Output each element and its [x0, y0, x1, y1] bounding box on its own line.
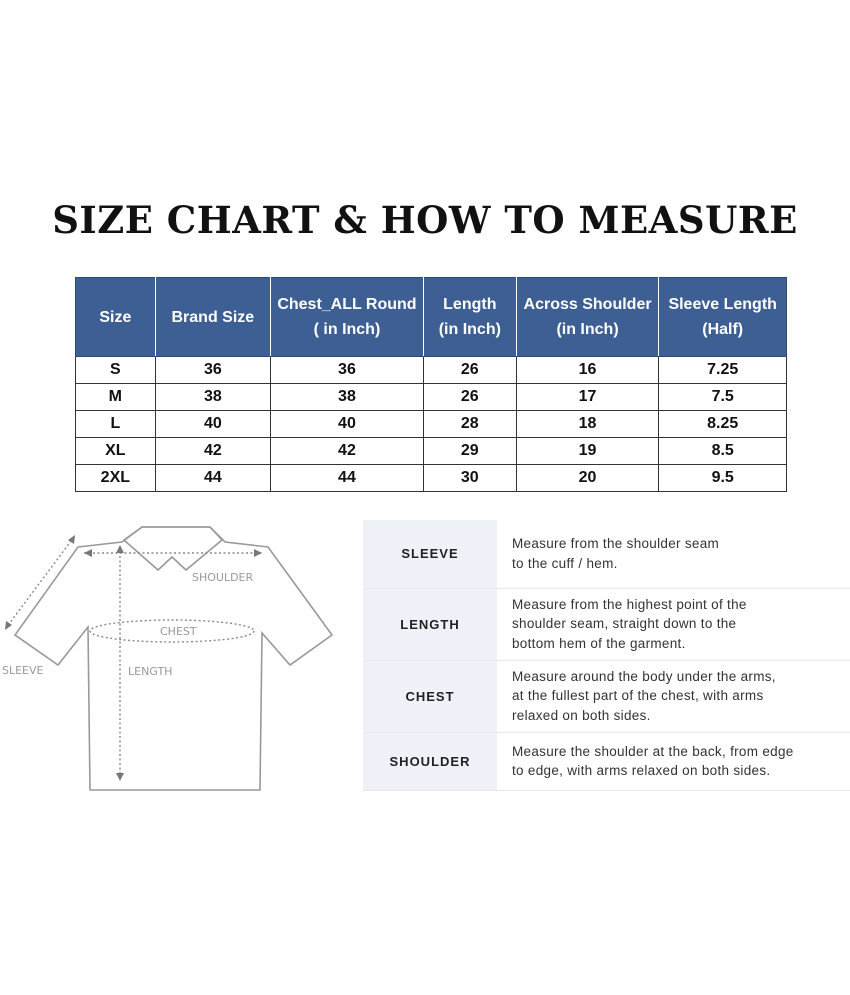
measure-description: Measure around the body under the arms, a… — [497, 660, 850, 733]
description-line: relaxed on both sides. — [512, 707, 651, 723]
table-cell: 44 — [270, 464, 424, 492]
column-header-text: (in Inch) — [438, 321, 501, 338]
table-cell: 8.25 — [658, 410, 787, 438]
description-line: to edge, with arms relaxed on both sides… — [512, 763, 771, 778]
table-cell: 16 — [515, 356, 660, 384]
column-header-text: Size — [99, 308, 132, 326]
column-header: Sleeve Length (Half) — [658, 277, 787, 357]
description-line: at the fullest part of the chest, with a… — [512, 688, 764, 704]
column-header-text: Length — [443, 296, 497, 313]
table-cell: 40 — [154, 410, 272, 438]
measure-label: LENGTH — [363, 588, 497, 661]
measure-description: Measure from the shoulder seam to the cuf… — [497, 520, 850, 589]
table-row: L 40 40 28 18 8.25 — [75, 410, 787, 438]
column-header-text: ( in Inch) — [313, 321, 381, 338]
table-cell: 9.5 — [658, 464, 787, 492]
length-label: LENGTH — [128, 665, 172, 678]
table-cell: 7.25 — [658, 356, 787, 384]
table-cell: 28 — [422, 410, 517, 438]
description-line: bottom hem of the garment. — [512, 635, 686, 651]
column-header-text: (Half) — [702, 321, 744, 338]
description-line: Measure the shoulder at the back, from e… — [512, 743, 794, 759]
chest-ellipse — [89, 619, 255, 643]
table-cell: 20 — [515, 464, 660, 492]
table-cell: 19 — [515, 437, 660, 465]
table-cell: 30 — [422, 464, 517, 492]
table-cell: 44 — [154, 464, 272, 492]
sleeve-arrow — [5, 536, 75, 629]
column-header: Chest_ALL Round ( in Inch) — [270, 277, 424, 357]
page-title: SIZE CHART & HOW TO MEASURE — [52, 198, 798, 242]
how-to-measure-table: SLEEVE Measure from the shoulder seam to t… — [363, 520, 850, 791]
description-line: Measure around the body under the arms, — [512, 668, 776, 684]
table-cell: 8.5 — [658, 437, 787, 465]
measure-label: CHEST — [363, 660, 497, 733]
column-header: Across Shoulder (in Inch) — [515, 277, 660, 357]
table-cell: 36 — [270, 356, 424, 384]
measure-description: Measure the shoulder at the back, from e… — [497, 732, 850, 791]
measure-row: LENGTH Measure from the highest point of … — [363, 588, 850, 661]
table-cell: 38 — [270, 383, 424, 411]
table-cell: 40 — [270, 410, 424, 438]
measure-description: Measure from the highest point of the sho… — [497, 588, 850, 661]
table-cell: 7.5 — [658, 383, 787, 411]
shirt-measurement-diagram: SHOULDER CHEST SLEEVE LENGTH — [2, 526, 334, 791]
column-header-text: Brand Size — [171, 308, 255, 326]
table-cell: 42 — [154, 437, 272, 465]
table-row: M 38 38 26 17 7.5 — [75, 383, 787, 411]
column-header-text: Sleeve Length — [668, 296, 777, 313]
column-header: Brand Size — [154, 277, 272, 357]
table-cell: XL — [75, 437, 156, 465]
column-header-text: Across Shoulder — [523, 296, 652, 313]
table-cell: 18 — [515, 410, 660, 438]
column-header: Size — [75, 277, 156, 357]
collar-outline — [122, 526, 224, 572]
shoulder-label: SHOULDER — [192, 571, 254, 584]
table-row: 2XL 44 44 30 20 9.5 — [75, 464, 787, 492]
description-line: shoulder seam, straight down to the — [512, 616, 737, 632]
measure-row: CHEST Measure around the body under the a… — [363, 660, 850, 733]
table-cell: 26 — [422, 356, 517, 384]
description-line: Measure from the shoulder seam — [512, 536, 720, 552]
chest-label: CHEST — [160, 625, 197, 638]
table-cell: 42 — [270, 437, 424, 465]
table-cell: M — [75, 383, 156, 411]
description-line: to the cuff / hem. — [512, 555, 618, 571]
shirt-outline — [13, 526, 334, 791]
table-cell: L — [75, 410, 156, 438]
measure-label: SHOULDER — [363, 732, 497, 791]
table-row: XL 42 42 29 19 8.5 — [75, 437, 787, 465]
column-header-text: (in Inch) — [556, 321, 619, 338]
table-row: S 36 36 26 16 7.25 — [75, 356, 787, 384]
column-header-text: Chest_ALL Round — [277, 296, 417, 313]
table-cell: 29 — [422, 437, 517, 465]
size-chart-table: Size Brand Size Chest_ALL Round ( in Inch) L… — [75, 277, 787, 492]
table-cell: 26 — [422, 383, 517, 411]
table-cell: 38 — [154, 383, 272, 411]
measure-row: SLEEVE Measure from the shoulder seam to t… — [363, 520, 850, 589]
table-cell: S — [75, 356, 156, 384]
table-cell: 17 — [515, 383, 660, 411]
description-line: Measure from the highest point of the — [512, 596, 747, 612]
table-cell: 36 — [154, 356, 272, 384]
measure-label: SLEEVE — [363, 520, 497, 589]
measure-row: SHOULDER Measure the shoulder at the back… — [363, 732, 850, 791]
table-cell: 2XL — [75, 464, 156, 492]
sleeve-label: SLEEVE — [2, 664, 44, 677]
column-header: Length (in Inch) — [422, 277, 517, 357]
